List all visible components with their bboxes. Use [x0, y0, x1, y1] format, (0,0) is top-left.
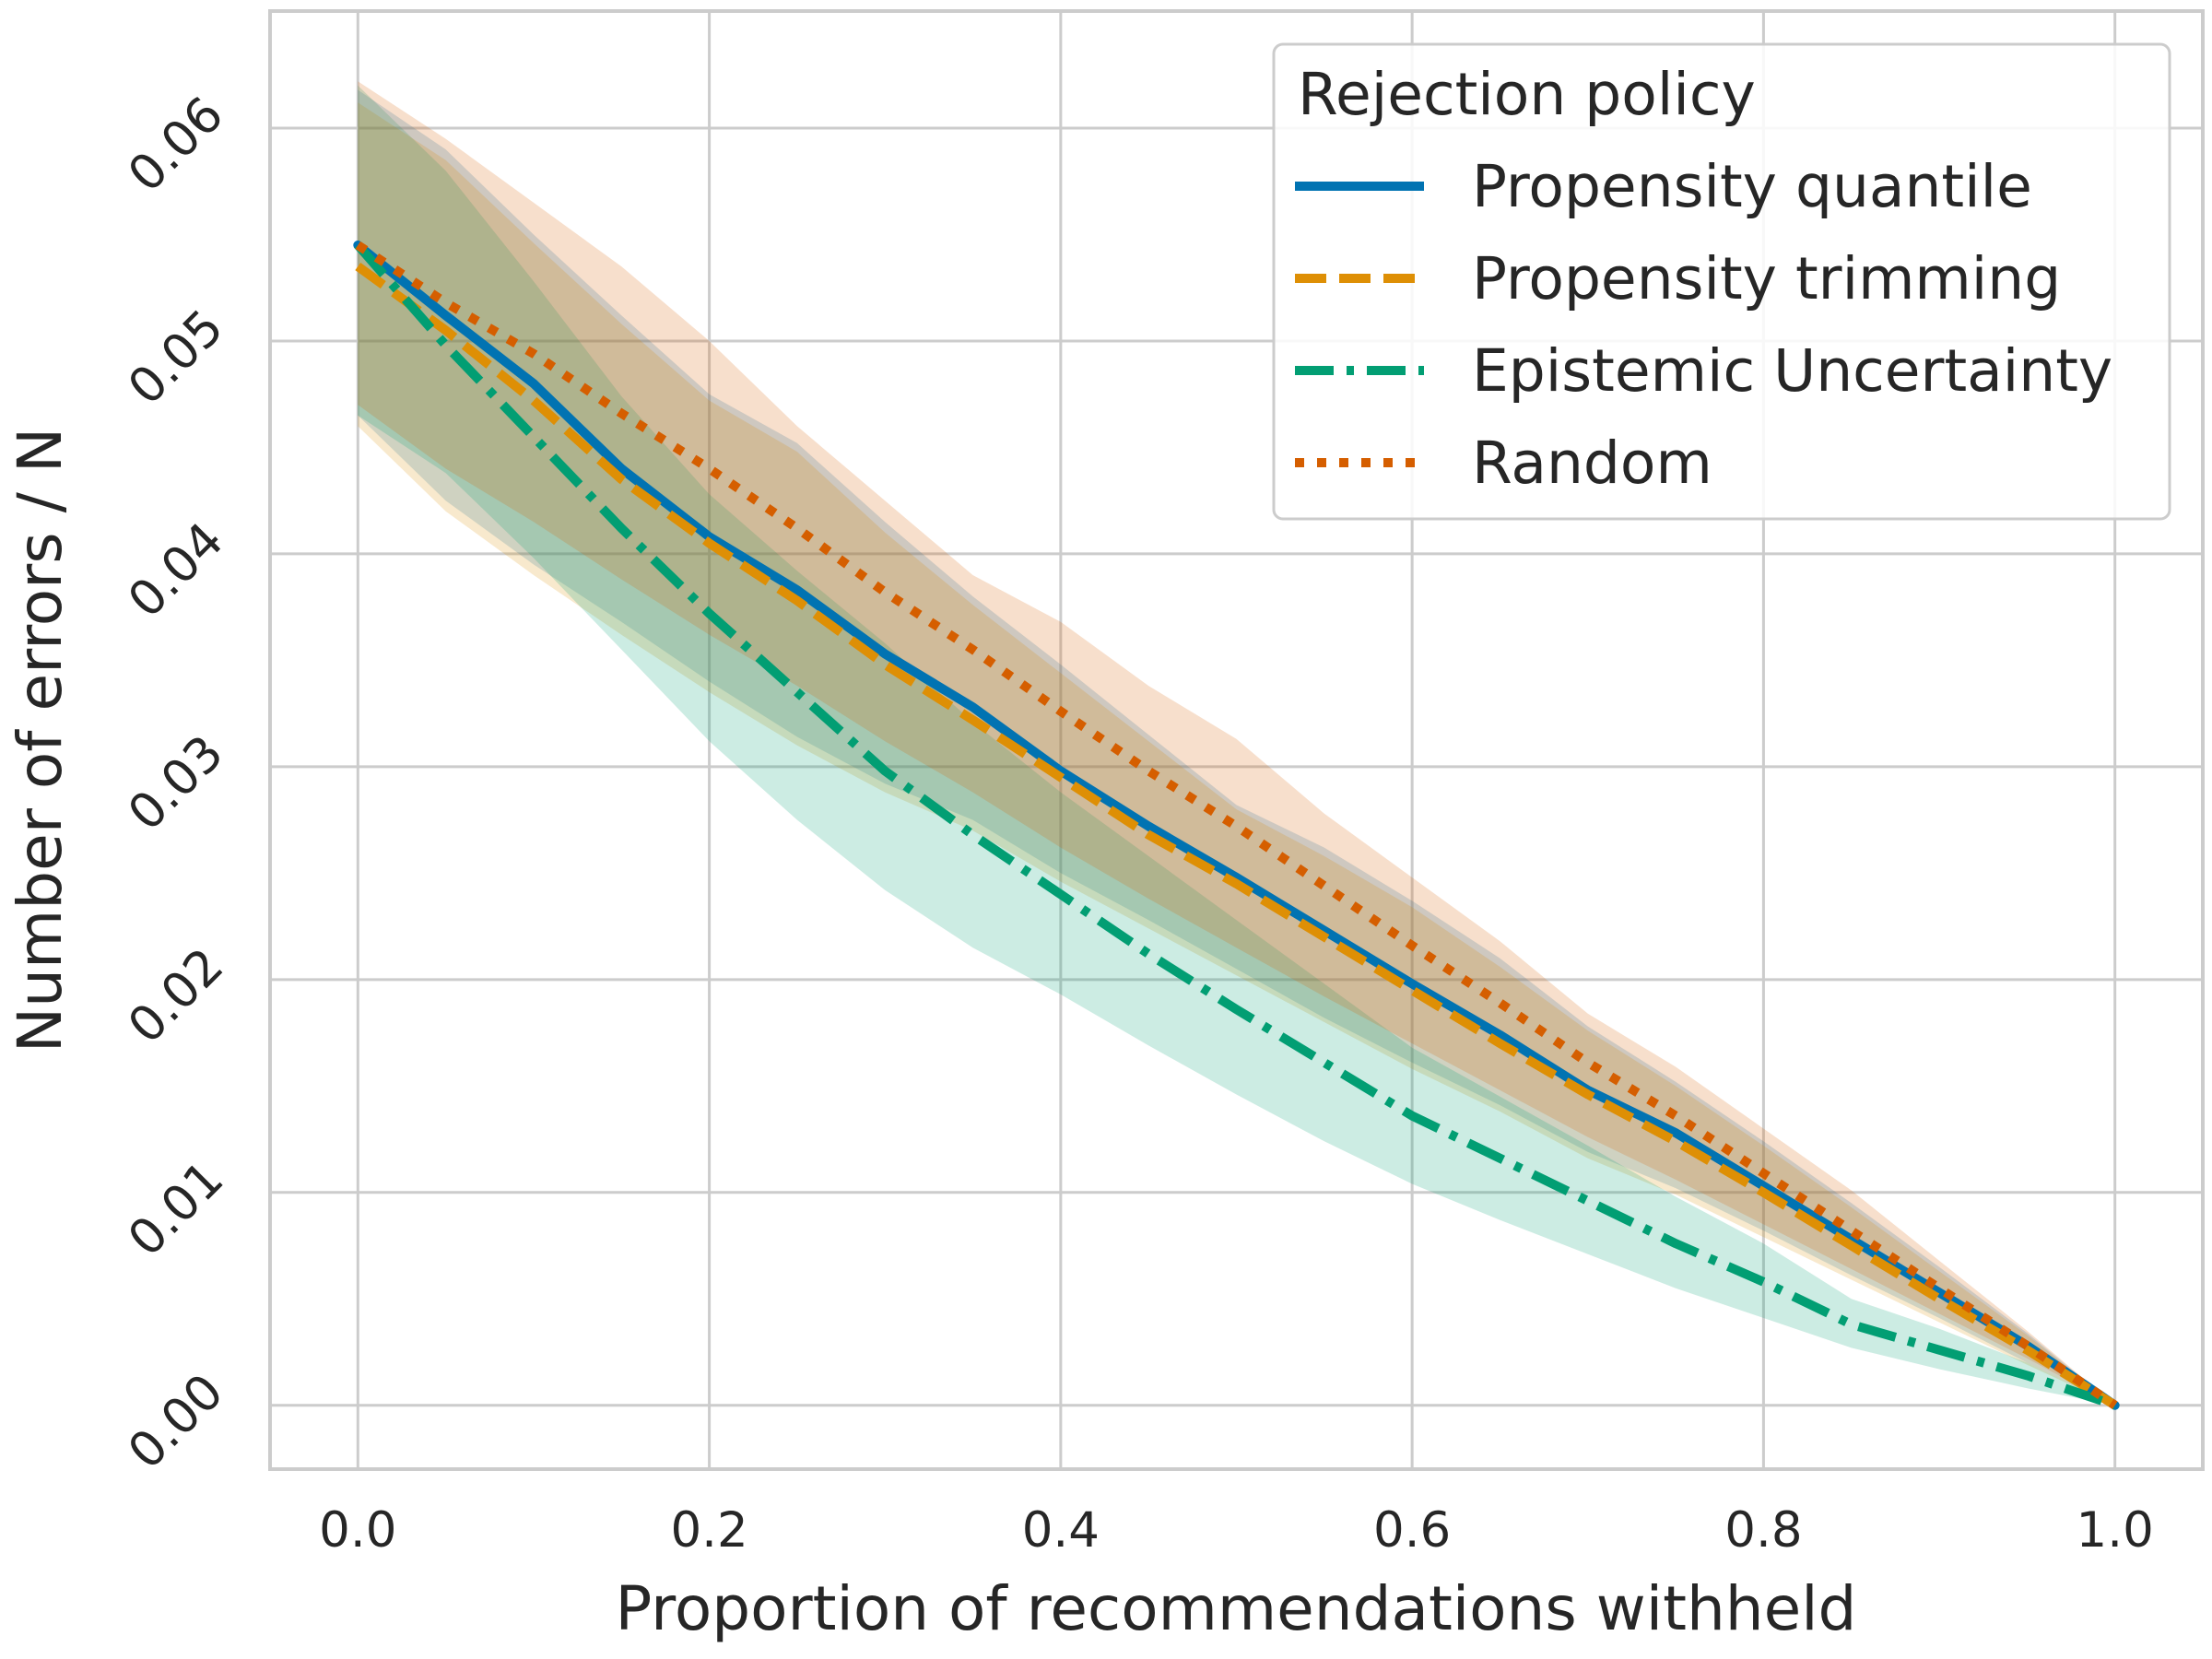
x-tick-label: 0.6	[1373, 1502, 1451, 1559]
line-propensity-quantile	[353, 241, 2120, 1410]
band-random	[358, 81, 2115, 1406]
confidence-bands	[358, 81, 2115, 1406]
band-propensity-trimming	[358, 102, 2115, 1406]
x-tick-label: 1.0	[2077, 1502, 2154, 1559]
grid	[270, 11, 2203, 1469]
legend-box	[1272, 42, 2171, 521]
legend-label: Epistemic Uncertainty	[1472, 337, 2112, 405]
legend-label: Random	[1472, 429, 1712, 497]
x-tick-label: 0.8	[1724, 1502, 1802, 1559]
line-random	[355, 241, 2118, 1409]
x-tick-label: 0.2	[670, 1502, 747, 1559]
x-tick-label: 0.4	[1022, 1502, 1100, 1559]
legend: Rejection policy Propensity quantileProp…	[1272, 42, 2171, 521]
legend-title: Rejection policy	[1298, 61, 1756, 128]
line-propensity-trimming	[355, 263, 2118, 1409]
x-tick-labels: 0.0 0.2 0.4 0.6 0.8 1.0	[319, 1502, 2154, 1559]
band-propensity-quantile	[358, 89, 2115, 1406]
legend-entries: Propensity quantile Propensity trimming Ep…	[1295, 153, 2112, 497]
x-tick-label: 0.0	[319, 1502, 396, 1559]
line-epistemic-uncertainty	[354, 241, 2117, 1410]
legend-label: Propensity quantile	[1472, 153, 2032, 220]
y-axis-label: Number of errors / N	[5, 428, 76, 1053]
x-axis-label: Proportion of recommendations withheld	[616, 1573, 1857, 1644]
plot-frame	[268, 9, 2205, 1471]
legend-label: Propensity trimming	[1472, 245, 2061, 312]
series-lines	[353, 241, 2120, 1410]
